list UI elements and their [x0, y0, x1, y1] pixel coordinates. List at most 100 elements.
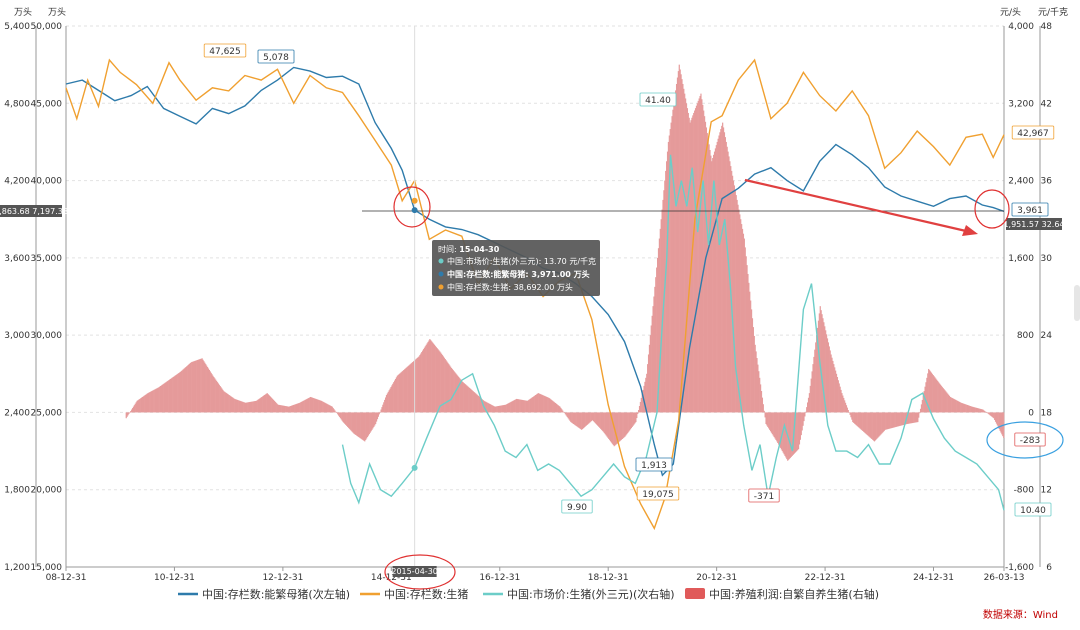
- profit-bar: [458, 377, 460, 413]
- profit-bar: [422, 349, 425, 413]
- profit-bar: [576, 412, 578, 427]
- profit-bar: [309, 396, 312, 413]
- legend-item-0[interactable]: 中国:存栏数:能繁母猪(次左轴): [202, 587, 350, 601]
- profit-bar: [677, 71, 679, 413]
- profit-bar: [170, 378, 173, 413]
- profit-bar: [724, 137, 726, 413]
- profit-bar: [987, 412, 989, 414]
- profit-bar: [180, 371, 182, 413]
- profit-bar: [544, 395, 546, 413]
- profit-bar: [566, 412, 568, 417]
- profit-bar: [322, 401, 324, 413]
- profit-bar: [237, 400, 239, 413]
- profit-bar: [909, 412, 911, 424]
- left1-tick-label: 4,800: [4, 99, 30, 109]
- profit-bar: [974, 407, 976, 413]
- profit-bar: [265, 393, 267, 413]
- profit-bar: [680, 74, 682, 413]
- profit-bar: [617, 412, 619, 444]
- tooltip: 时间: 15-04-30 中国:市场价:生猪(外三元): 13.70 元/千克中国…: [432, 240, 600, 296]
- profit-bar: [803, 412, 805, 422]
- profit-bar: [687, 112, 689, 413]
- profit-bar: [545, 396, 548, 413]
- profit-bar: [501, 405, 503, 413]
- profit-bar: [304, 399, 306, 413]
- profit-bar: [986, 412, 989, 414]
- profit-bar: [595, 412, 597, 425]
- profit-bar: [444, 358, 446, 413]
- profit-bar: [433, 344, 435, 413]
- profit-bar: [183, 368, 185, 413]
- profit-bar: [937, 381, 939, 413]
- profit-bar: [685, 98, 687, 413]
- profit-bar: [901, 412, 904, 426]
- profit-bar: [290, 405, 292, 413]
- profit-bar: [200, 358, 202, 413]
- profit-bar: [150, 391, 152, 413]
- profit-bar: [988, 412, 990, 415]
- profit-bar: [934, 377, 936, 413]
- profit-bar: [524, 400, 526, 413]
- profit-bar: [171, 377, 173, 413]
- page-scrollbar[interactable]: [1074, 285, 1080, 321]
- profit-bar: [873, 412, 876, 442]
- profit-bar: [506, 404, 508, 413]
- profit-bar: [693, 112, 695, 413]
- profit-bar: [699, 96, 701, 413]
- profit-bar: [788, 412, 791, 459]
- legend-item-2[interactable]: 中国:市场价:生猪(外三元)(次右轴): [507, 587, 675, 601]
- profit-bar: [178, 373, 180, 413]
- profit-bar: [678, 64, 680, 413]
- profit-bar: [368, 412, 370, 435]
- profit-bar: [533, 396, 535, 413]
- profit-bar: [502, 405, 504, 413]
- profit-bar: [244, 402, 246, 413]
- profit-bar: [555, 403, 557, 413]
- profit-bar: [943, 389, 945, 413]
- left2-tick-label: 30,000: [31, 331, 63, 341]
- label-sows-latest-box: [1011, 202, 1049, 217]
- legend[interactable]: 中国:存栏数:能繁母猪(次左轴) 中国:存栏数:生猪 中国:市场价:生猪(外三元)(…: [178, 587, 879, 601]
- profit-bar: [510, 401, 512, 413]
- profit-bar: [706, 133, 708, 413]
- profit-bar: [570, 412, 572, 423]
- profit-bar: [495, 406, 497, 413]
- profit-bar: [224, 391, 226, 413]
- profit-bar: [403, 369, 406, 413]
- profit-bar: [496, 406, 498, 413]
- profit-bar: [478, 396, 481, 413]
- profit-bar: [872, 412, 875, 441]
- profit-bar: [734, 190, 736, 413]
- tooltip-row: 中国:存栏数:生猪: 38,692.00 万头: [447, 282, 573, 292]
- profit-bar: [891, 412, 893, 429]
- selected-point-hogs: [411, 197, 418, 204]
- profit-bar: [604, 412, 606, 435]
- profit-bar: [337, 412, 339, 415]
- legend-item-1[interactable]: 中国:存栏数:生猪: [384, 587, 468, 601]
- tooltip-time: 时间: 15-04-30: [438, 244, 500, 254]
- profit-bar: [728, 156, 730, 413]
- profit-bar: [278, 404, 280, 413]
- profit-bar: [727, 151, 729, 413]
- profit-bar: [403, 370, 405, 413]
- profit-bar: [229, 395, 231, 413]
- profit-bar: [512, 400, 514, 413]
- profit-bar: [223, 391, 225, 413]
- profit-bar: [536, 393, 539, 413]
- profit-bar: [656, 267, 658, 413]
- profit-bar: [254, 400, 257, 413]
- profit-bar: [366, 412, 368, 439]
- profit-bar: [431, 341, 433, 413]
- profit-bar: [849, 412, 851, 415]
- profit-bar: [922, 395, 924, 413]
- profit-bar: [469, 388, 472, 413]
- right2-tick-label: 30: [1041, 254, 1053, 264]
- profit-bar: [178, 372, 181, 413]
- profit-bar: [341, 412, 343, 421]
- profit-bar: [828, 346, 830, 413]
- profit-bar: [327, 404, 329, 413]
- profit-bar: [940, 385, 942, 413]
- profit-bar: [931, 373, 933, 413]
- profit-bar: [648, 344, 651, 413]
- legend-item-3[interactable]: 中国:养殖利润:自繁自养生猪(右轴): [709, 587, 879, 601]
